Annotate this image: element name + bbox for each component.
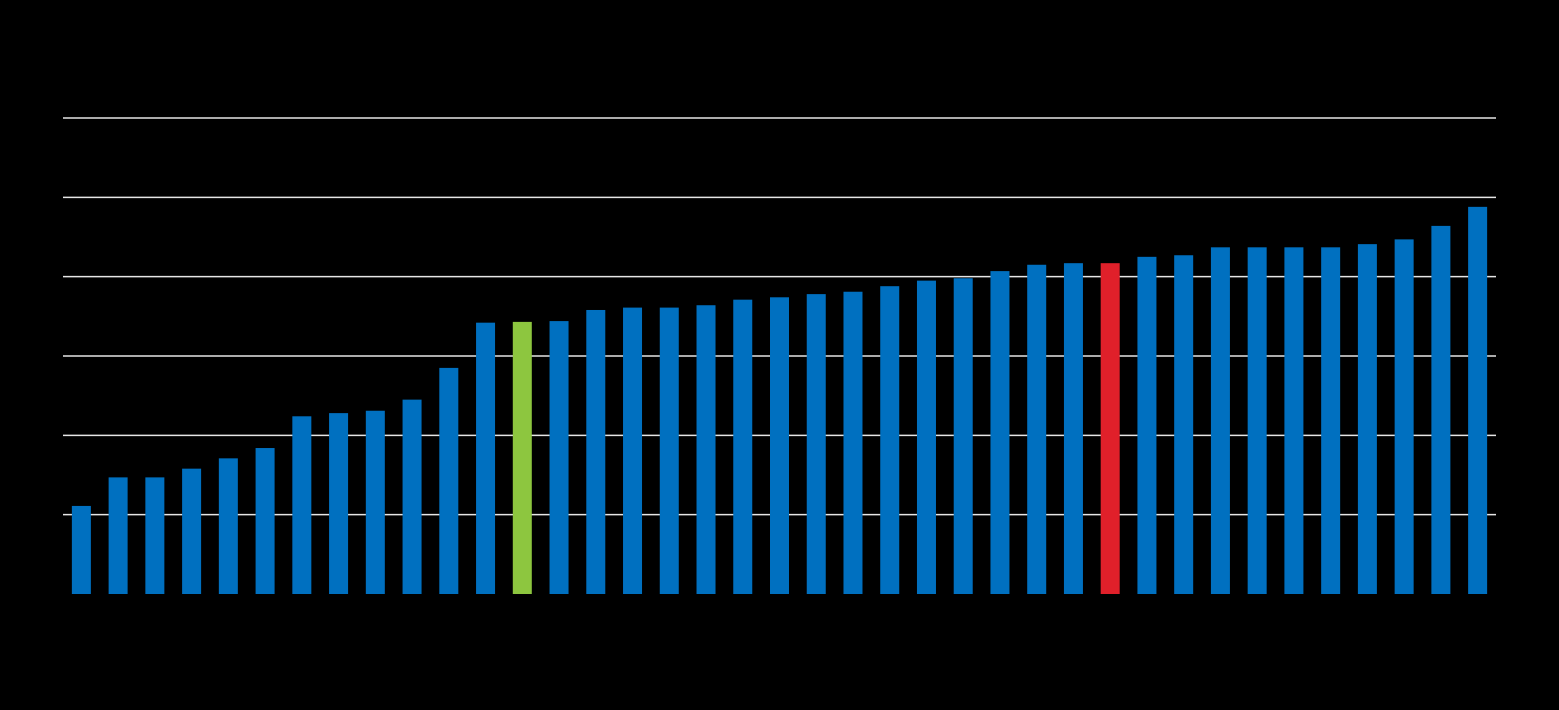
bar bbox=[1468, 206, 1488, 594]
bar bbox=[806, 294, 826, 594]
bar bbox=[1027, 264, 1047, 594]
bar bbox=[880, 286, 900, 594]
bar bbox=[402, 399, 422, 594]
bar bbox=[255, 448, 275, 594]
bar bbox=[145, 477, 165, 594]
bar bbox=[71, 505, 91, 594]
bar bbox=[659, 307, 679, 594]
bar bbox=[329, 413, 349, 594]
bar bbox=[586, 309, 606, 594]
bar bbox=[1247, 247, 1267, 594]
bar bbox=[623, 307, 643, 594]
bar bbox=[843, 291, 863, 594]
bar bbox=[1357, 244, 1377, 594]
bar bbox=[439, 367, 459, 594]
bar bbox=[733, 299, 753, 594]
bar bbox=[549, 321, 569, 594]
bar bbox=[476, 322, 496, 594]
bar bbox=[696, 305, 716, 594]
bar bbox=[292, 416, 312, 594]
bar bbox=[1284, 247, 1304, 594]
bar bbox=[1431, 225, 1451, 595]
bar bbox=[182, 468, 202, 594]
bar bbox=[1100, 263, 1120, 594]
bar bbox=[1321, 247, 1341, 594]
bar bbox=[953, 278, 973, 594]
bar bbox=[990, 271, 1010, 594]
bar bbox=[1210, 247, 1230, 594]
bar bbox=[1137, 256, 1157, 594]
bar bbox=[365, 410, 385, 594]
bar bbox=[218, 458, 238, 594]
bar bbox=[512, 321, 532, 594]
bar bbox=[1063, 263, 1083, 594]
bar bbox=[1174, 255, 1194, 594]
bar bbox=[1394, 239, 1414, 594]
bar bbox=[108, 477, 128, 594]
bar bbox=[770, 297, 789, 594]
bar bbox=[916, 280, 936, 594]
